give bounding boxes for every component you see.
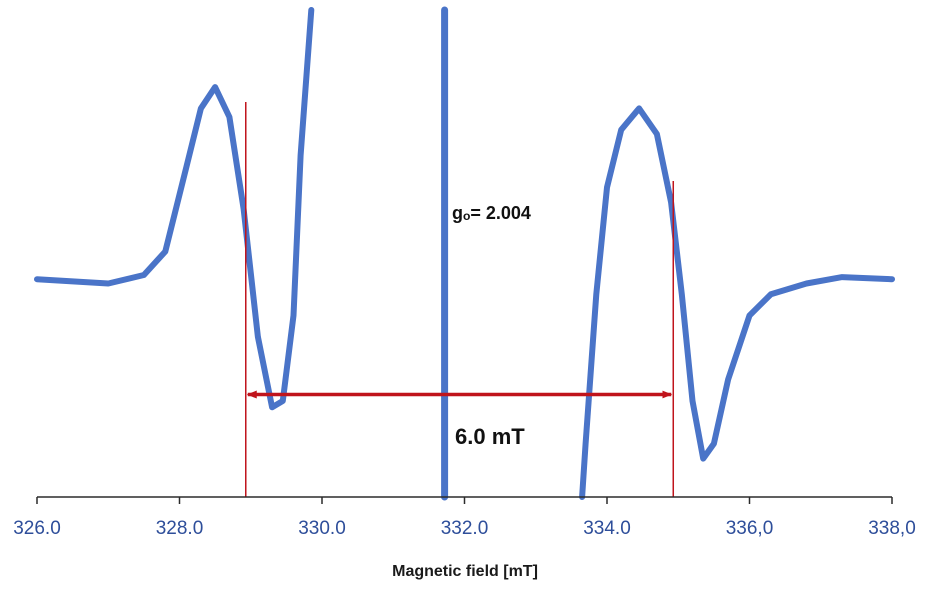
x-tick-label: 328.0 <box>156 518 204 539</box>
x-tick-label: 330.0 <box>298 518 346 539</box>
x-tick-label: 338,0 <box>868 518 916 539</box>
spectrum-line-3 <box>579 105 895 500</box>
marker-lines <box>245 102 675 497</box>
x-tick-label: 326.0 <box>13 518 61 539</box>
x-tick-label: 332.0 <box>441 518 489 539</box>
x-axis-ticks: 326.0 328.0 330.0 332.0 334.0 336,0 338,0 <box>13 497 916 539</box>
x-tick-label: 334.0 <box>583 518 631 539</box>
spectrum-lines <box>34 6 895 501</box>
g-value-annotation: gₒ= 2.004 <box>452 203 531 223</box>
span-annotation: 6.0 mT <box>455 424 525 449</box>
x-tick-label: 336,0 <box>726 518 774 539</box>
spectrum-line-1 <box>34 7 315 411</box>
x-axis-label: Magnetic field [mT] <box>392 563 538 580</box>
